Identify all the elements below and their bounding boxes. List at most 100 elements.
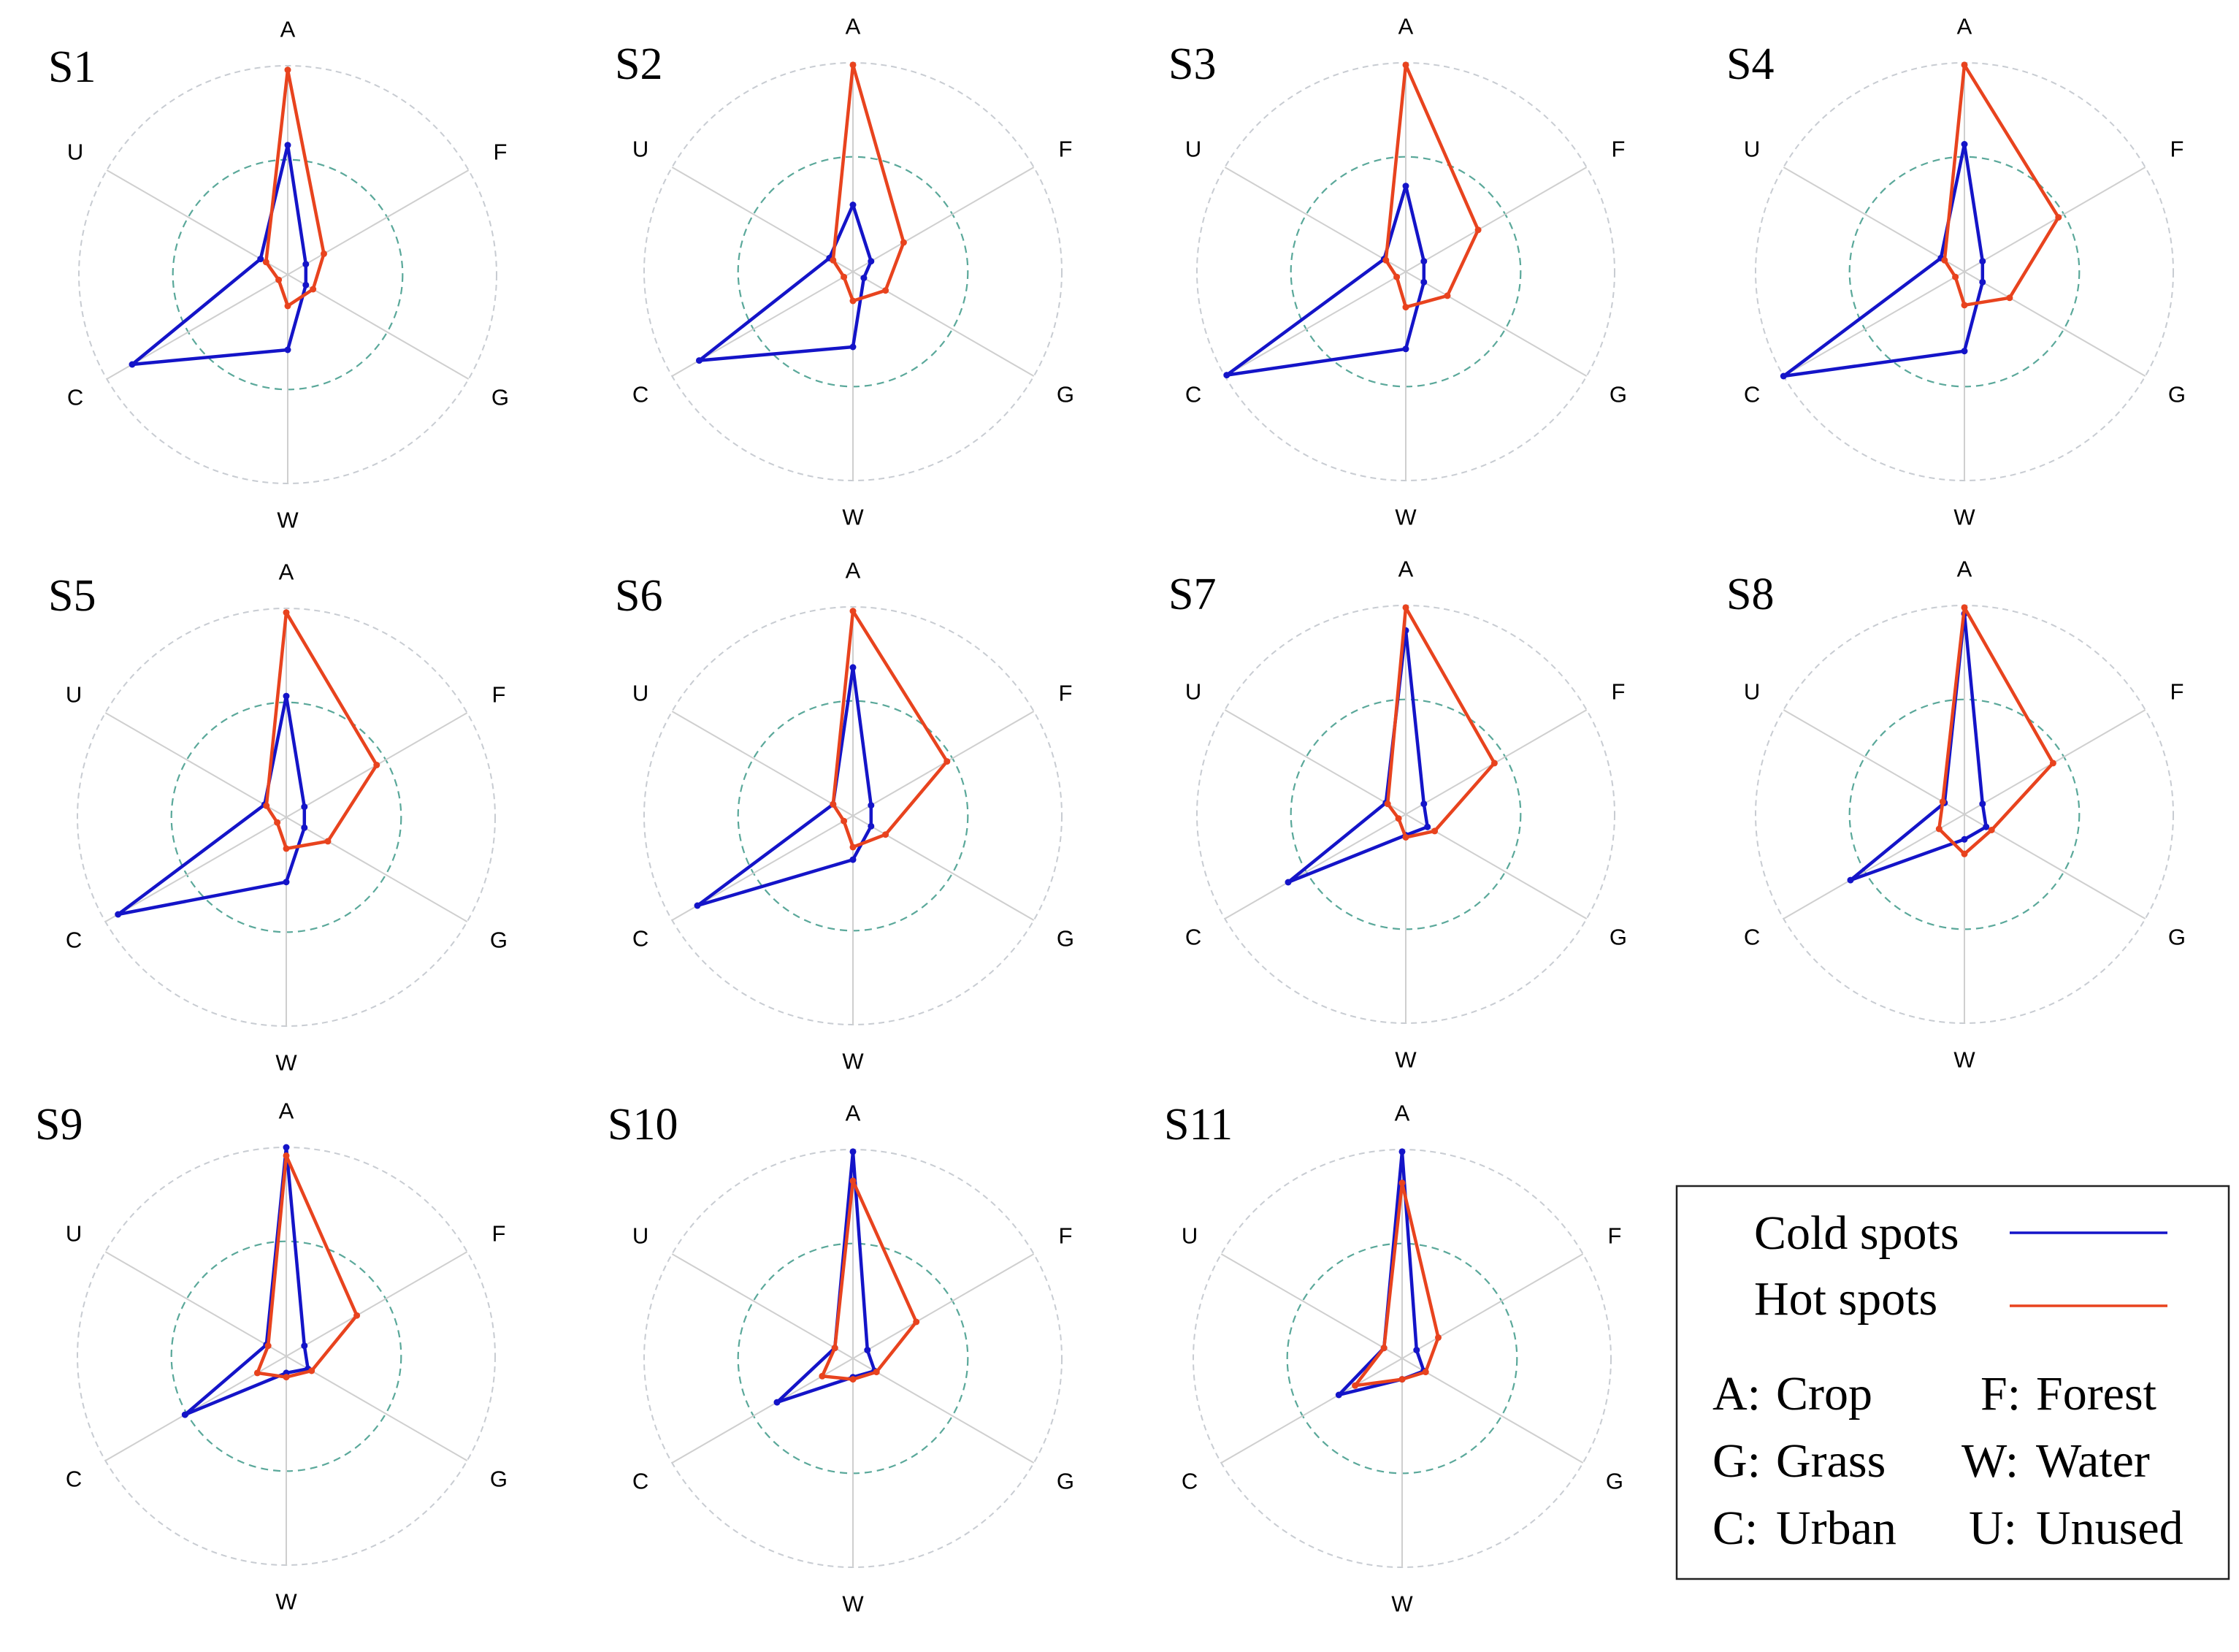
point-hot-a [1961, 604, 1968, 611]
point-cold-w [849, 343, 857, 351]
point-hot-u [263, 802, 270, 809]
radar-panel: A F G W C U S1 [48, 17, 509, 533]
radar-panel: A F G W C U S8 [1726, 557, 2186, 1073]
point-hot-u [831, 1345, 838, 1352]
spoke-g [286, 817, 468, 922]
point-hot-w [1961, 850, 1968, 857]
axis-label-a: A [846, 14, 861, 39]
point-hot-c [819, 1372, 826, 1380]
radar-panel: A F G W C U S4 [1726, 14, 2186, 530]
axis-label-g: G [491, 385, 509, 410]
point-cold-g [302, 281, 310, 288]
point-cold-f [1420, 258, 1428, 265]
spoke-f [852, 1253, 1035, 1359]
series-hot-polygon [264, 611, 379, 851]
axis-label-w: W [1391, 1591, 1413, 1617]
point-hot-c [841, 273, 848, 280]
point-hot-a [1402, 604, 1409, 611]
point-hot-g [2006, 294, 2013, 302]
series-hot-polygon [831, 609, 949, 849]
point-hot-c [1352, 1382, 1359, 1389]
spoke-c [1783, 814, 1965, 919]
panel-title: S4 [1726, 39, 1774, 89]
axis-label-w: W [842, 1049, 864, 1074]
point-cold-a [1398, 1148, 1406, 1155]
point-hot-u [1382, 256, 1390, 264]
spoke-u [106, 169, 288, 275]
point-hot-u [1939, 798, 1946, 806]
series-hot-polygon [1384, 63, 1480, 309]
point-hot-f [944, 758, 951, 765]
spoke-u [1783, 167, 1965, 272]
axis-label-g: G [2168, 925, 2186, 950]
axis-label-w: W [842, 1591, 864, 1617]
axis-label-w: W [842, 505, 864, 530]
point-cold-c [129, 361, 136, 368]
spoke-f [852, 167, 1035, 272]
axis-label-g: G [1057, 926, 1074, 952]
panel-title: S7 [1168, 570, 1216, 619]
point-cold-w [849, 856, 857, 863]
axis-label-u: U [1185, 137, 1201, 162]
point-cold-f [868, 258, 875, 265]
point-hot-f [2049, 760, 2056, 767]
axis-label-u: U [1744, 137, 1760, 162]
point-cold-c [115, 911, 122, 918]
panel-title: S10 [608, 1100, 678, 1150]
radar-panel: A F G W C U S6 [615, 558, 1074, 1074]
point-cold-f [301, 803, 308, 811]
axis-label-a: A [280, 17, 296, 42]
radar-panel: A F G W C U S11 [1164, 1100, 1623, 1617]
point-cold-c [1223, 372, 1231, 379]
point-cold-g [301, 824, 308, 831]
axis-label-u: U [632, 1223, 648, 1249]
axis-label-g: G [490, 1466, 508, 1492]
point-hot-g [1444, 292, 1451, 299]
panel-title: S6 [615, 571, 662, 621]
axis-label-u: U [66, 1221, 82, 1247]
point-cold-a [849, 664, 857, 671]
point-hot-f [2055, 214, 2062, 221]
point-hot-c [1393, 273, 1401, 280]
point-cold-f [864, 1347, 871, 1354]
axis-label-u: U [632, 137, 648, 162]
point-cold-w [1961, 835, 1968, 843]
axis-label-w: W [1953, 1047, 1975, 1073]
axis-label-f: F [492, 1221, 506, 1247]
axis-label-g: G [1057, 382, 1074, 408]
spoke-g [1964, 271, 2146, 377]
spoke-g [852, 271, 1035, 377]
point-hot-w [1398, 1376, 1406, 1383]
axis-label-f: F [2170, 137, 2184, 162]
point-hot-a [1402, 61, 1409, 69]
axis-label-w: W [277, 508, 299, 533]
point-hot-w [1961, 302, 1968, 309]
radar-panel: A F G W C U S10 [608, 1100, 1074, 1617]
point-cold-a [1961, 141, 1968, 148]
point-cold-f [1979, 258, 1986, 265]
axis-label-a: A [279, 1098, 294, 1124]
panel-title: S5 [48, 571, 96, 621]
axis-label-c: C [632, 1469, 648, 1494]
axis-label-c: C [1744, 382, 1760, 408]
axis-label-a: A [1398, 14, 1414, 39]
radar-panel: A F G W C U S3 [1168, 14, 1627, 530]
spoke-c [671, 1358, 854, 1464]
axis-label-u: U [66, 682, 82, 708]
axis-label-u: U [1182, 1223, 1198, 1249]
legend-abbr-name-grass: Grass [1776, 1434, 1886, 1488]
point-hot-w [849, 1376, 857, 1383]
axis-label-f: F [492, 682, 506, 708]
axis-label-u: U [1744, 679, 1760, 705]
spoke-g [852, 815, 1035, 921]
point-hot-c [274, 819, 281, 826]
spoke-f [286, 1251, 468, 1357]
axis-label-u: U [632, 681, 648, 706]
radar-panel: A F G W C U S7 [1168, 557, 1627, 1073]
legend-box [1675, 1185, 2230, 1580]
legend: Cold spots Hot spots A: Crop F: Forest G… [1675, 1185, 2230, 1580]
axis-label-c: C [632, 382, 648, 408]
point-cold-f [1413, 1347, 1420, 1354]
axis-label-f: F [1612, 679, 1626, 705]
